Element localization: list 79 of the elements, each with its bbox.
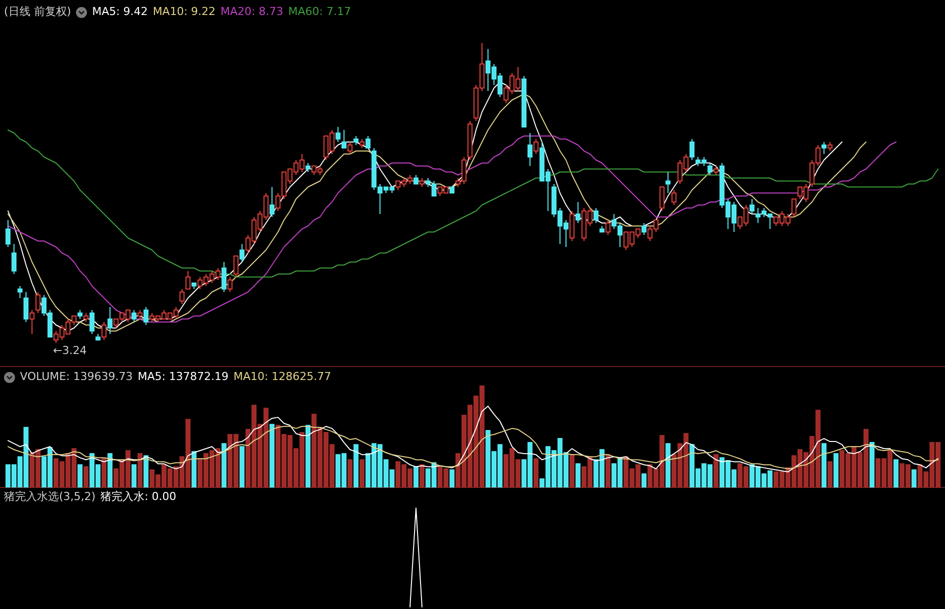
candlestick — [348, 142, 352, 154]
candlestick — [234, 256, 238, 278]
candlestick — [36, 292, 40, 314]
bar — [354, 444, 358, 488]
candlestick — [606, 220, 610, 236]
bar — [870, 442, 874, 488]
bar — [912, 469, 916, 488]
text: MA60: 7.17 — [288, 5, 351, 19]
chart-title: (日线 前复权) — [4, 5, 72, 19]
candlestick — [792, 198, 796, 218]
bar — [348, 459, 352, 488]
candlestick — [240, 244, 244, 262]
bar — [132, 464, 136, 488]
candlestick — [180, 288, 184, 304]
text: MA10: 9.22 — [152, 5, 216, 19]
candlestick — [528, 132, 532, 166]
text: MA5: 137872.19 — [138, 370, 228, 384]
candlestick — [24, 292, 28, 322]
bar — [828, 461, 832, 488]
candlestick — [690, 138, 694, 160]
bar — [84, 466, 88, 488]
text: 猪完入水: 0.00 — [100, 490, 176, 504]
bar — [714, 454, 718, 488]
candlestick — [534, 138, 538, 154]
bar — [414, 466, 418, 488]
bar — [420, 464, 424, 488]
bar — [450, 469, 454, 488]
bar — [240, 446, 244, 488]
candlestick — [594, 208, 598, 224]
bar — [306, 424, 310, 488]
candlestick — [18, 286, 22, 298]
bar — [270, 424, 274, 488]
candlestick — [132, 310, 136, 322]
candlestick — [822, 142, 826, 154]
bar — [78, 464, 82, 488]
candlestick — [366, 136, 370, 148]
text: MA20: 8.73 — [220, 5, 284, 19]
candlestick — [90, 310, 94, 334]
candlestick — [750, 198, 754, 214]
bar — [834, 453, 838, 488]
bar — [138, 453, 142, 488]
bar — [822, 443, 826, 488]
chart-title: 猪完入水选(3,5,2) — [4, 490, 96, 504]
candlestick — [102, 322, 106, 340]
candlestick — [570, 210, 574, 242]
candlestick — [708, 162, 712, 176]
candlestick — [30, 310, 34, 334]
candlestick — [270, 186, 274, 218]
text: MA10: 128625.77 — [233, 370, 332, 384]
candlestick — [336, 126, 340, 142]
bar — [102, 458, 106, 488]
candlestick — [666, 172, 670, 194]
bar — [222, 443, 226, 488]
candlestick — [144, 306, 148, 326]
bar — [606, 454, 610, 488]
text: MA5: 9.42 — [92, 5, 148, 19]
bar — [108, 453, 112, 488]
bar — [666, 443, 670, 488]
bar — [360, 459, 364, 488]
candlestick — [186, 270, 190, 290]
candlestick — [222, 262, 226, 292]
candlestick — [672, 190, 676, 206]
bar — [534, 458, 538, 488]
text: ←3.24 — [53, 344, 87, 357]
candlestick — [642, 222, 646, 236]
bar — [192, 451, 196, 488]
candlestick — [12, 244, 16, 274]
candlestick — [342, 130, 346, 148]
chart-title: VOLUME: 139639.73 — [20, 370, 133, 384]
candlestick — [576, 202, 580, 224]
bar — [894, 459, 898, 488]
bar — [576, 463, 580, 488]
candlestick — [228, 276, 232, 292]
candlestick — [108, 306, 112, 334]
candlestick — [660, 186, 664, 212]
bar — [642, 473, 646, 488]
bar — [570, 454, 574, 488]
bar — [144, 455, 148, 488]
candlestick — [6, 220, 10, 248]
